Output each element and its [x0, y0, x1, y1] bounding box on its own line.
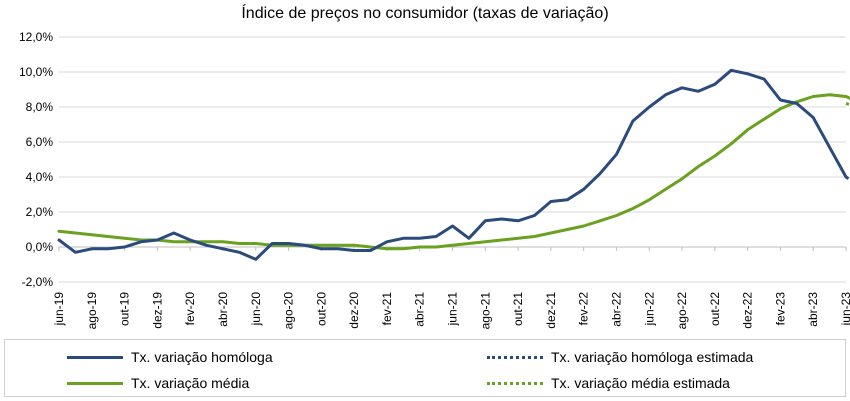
x-tick-label: jun-23: [839, 292, 850, 327]
x-tick-label: dez-21: [544, 292, 558, 329]
x-tick-label: jun-20: [249, 292, 263, 327]
legend-swatch-homologa-estimada: [487, 355, 543, 359]
x-tick-label: abr-23: [806, 292, 820, 327]
y-tick-label: 8,0%: [26, 100, 54, 114]
x-tick-label: jun-21: [446, 292, 460, 327]
x-tick-label: ago-20: [282, 292, 296, 330]
x-tick-label: dez-20: [347, 292, 361, 329]
legend: Tx. variação homóloga Tx. variação homól…: [4, 339, 846, 397]
legend-label-media-estimada: Tx. variação média estimada: [551, 375, 730, 391]
legend-swatch-media: [67, 381, 123, 385]
x-tick-label: ago-22: [675, 292, 689, 330]
series-line-3: [845, 102, 850, 107]
y-tick-label: 12,0%: [19, 30, 53, 44]
chart-title: Índice de preços no consumidor (taxas de…: [241, 3, 608, 22]
x-tick-label: jun-22: [642, 292, 656, 327]
legend-item-media-estimada: Tx. variação média estimada: [487, 373, 730, 393]
legend-item-homologa-estimada: Tx. variação homóloga estimada: [487, 347, 753, 367]
series-line-0: [57, 68, 848, 261]
y-tick-label: 2,0%: [26, 205, 54, 219]
y-tick-label: 4,0%: [26, 170, 54, 184]
x-tick-label: ago-21: [478, 292, 492, 330]
x-tick-label: abr-20: [216, 292, 230, 327]
y-tick-label: -2,0%: [22, 275, 54, 289]
x-tick-label: jun-19: [52, 292, 66, 327]
x-tick-label: fev-22: [577, 292, 591, 326]
legend-label-media: Tx. variação média: [131, 375, 250, 391]
y-tick-label: 6,0%: [26, 135, 54, 149]
legend-label-homologa-estimada: Tx. variação homóloga estimada: [551, 349, 754, 365]
y-axis: -2,0% 0,0% 2,0% 4,0% 6,0% 8,0% 10,0% 12,0%: [19, 30, 53, 289]
x-tick-label: out-19: [118, 292, 132, 326]
legend-item-homologa: Tx. variação homóloga: [67, 347, 273, 367]
x-tick-label: out-22: [708, 292, 722, 326]
x-tick-label: fev-23: [773, 292, 787, 326]
x-tick-label: abr-21: [413, 292, 427, 327]
x-tick-label: fev-21: [380, 292, 394, 326]
legend-label-homologa: Tx. variação homóloga: [131, 349, 273, 365]
chart: Índice de preços no consumidor (taxas de…: [19, 3, 850, 330]
x-tick-label: dez-19: [150, 292, 164, 329]
x-tick-label: dez-22: [741, 292, 755, 329]
y-tick-label: 10,0%: [19, 65, 53, 79]
legend-swatch-media-estimada: [487, 381, 543, 385]
x-tick-label: out-21: [511, 292, 525, 326]
series-lines: [57, 68, 850, 261]
legend-item-media: Tx. variação média: [67, 373, 249, 393]
legend-swatch-homologa: [67, 355, 123, 359]
x-tick-label: fev-20: [183, 292, 197, 326]
x-axis: jun-19 ago-19 out-19 dez-19 fev-20 abr-20 jun-…: [52, 246, 850, 330]
series-line-1: [845, 175, 850, 182]
y-tick-label: 0,0%: [26, 240, 54, 254]
x-tick-label: abr-22: [609, 292, 623, 327]
x-tick-label: out-20: [314, 292, 328, 326]
x-tick-label: ago-19: [85, 292, 99, 330]
